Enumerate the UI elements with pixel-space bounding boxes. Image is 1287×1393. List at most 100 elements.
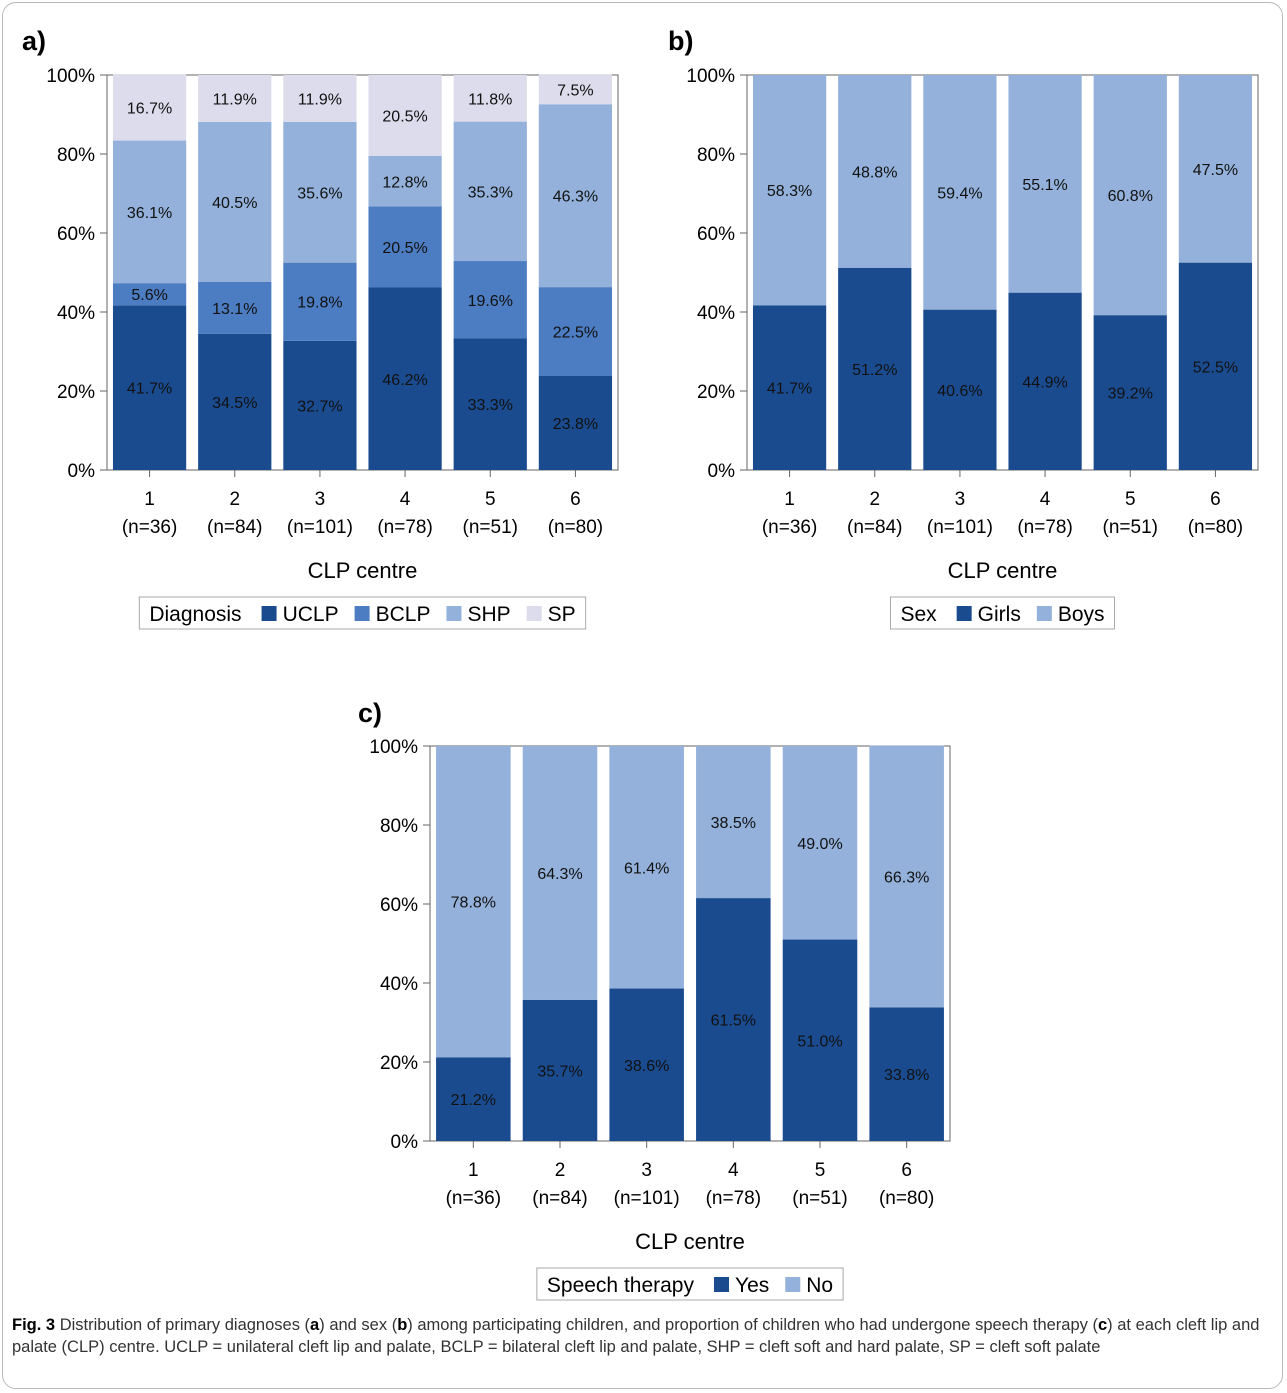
data-label: 22.5% <box>553 325 598 342</box>
bar-segment-shp <box>283 122 357 263</box>
x-tick-label: 2 <box>555 1160 566 1181</box>
x-tick-count: (n=51) <box>792 1188 847 1209</box>
x-tick-label: 3 <box>641 1160 652 1181</box>
x-tick-label: 5 <box>815 1160 826 1181</box>
plot-frame <box>106 74 619 471</box>
x-tick-label: 5 <box>485 489 496 510</box>
x-tick-label: 2 <box>869 489 880 510</box>
bar-segment-boys <box>838 75 912 268</box>
data-label: 19.8% <box>297 295 342 312</box>
data-label: 41.7% <box>767 381 812 398</box>
caption-text: Distribution of primary diagnoses (a) an… <box>12 1316 1260 1356</box>
bar-segment-uclp <box>368 287 442 470</box>
bar-segment-bclp <box>453 261 527 339</box>
x-tick-count: (n=36) <box>122 517 177 538</box>
y-tick-label: 20% <box>57 382 95 403</box>
x-tick-count: (n=80) <box>548 517 603 538</box>
bar-segment-yes <box>436 1057 511 1141</box>
data-label: 11.8% <box>468 91 512 108</box>
y-tick-label: 20% <box>697 382 735 403</box>
data-label: 34.5% <box>212 395 257 412</box>
bar-segment-boys <box>1093 75 1167 316</box>
bar-segment-bclp <box>538 287 613 376</box>
data-label: 51.0% <box>797 1033 842 1050</box>
data-label: 38.6% <box>624 1058 669 1075</box>
y-tick-label: 0% <box>391 1132 419 1153</box>
bar-segment-no <box>869 745 944 1008</box>
data-label: 40.6% <box>937 383 982 400</box>
bar-segment-girls <box>923 309 997 470</box>
data-label: 13.1% <box>212 301 257 318</box>
y-tick-label: 60% <box>57 224 95 245</box>
bar-segment-yes <box>609 988 684 1141</box>
data-label: 16.7% <box>127 101 172 118</box>
data-label: 55.1% <box>1022 177 1067 194</box>
x-tick-label: 3 <box>315 489 326 510</box>
bar-segment-shp <box>453 121 527 262</box>
bar-segment-girls <box>752 305 827 470</box>
legend-swatch <box>956 606 972 621</box>
x-tick-count: (n=80) <box>879 1188 934 1209</box>
data-label: 12.8% <box>382 174 427 191</box>
legend-swatch <box>526 606 542 621</box>
plot-frame <box>429 745 951 1142</box>
legend-swatch <box>354 606 370 621</box>
legend-swatch <box>785 1277 801 1292</box>
bar-segment-yes <box>869 1007 944 1141</box>
legend-swatch <box>713 1277 729 1292</box>
legend-title: Sex <box>900 603 937 626</box>
legend: Speech therapy Yes No <box>536 1267 844 1301</box>
legend-swatch <box>261 606 277 621</box>
bar-segment-bclp <box>198 281 272 334</box>
y-tick-label: 40% <box>697 303 735 324</box>
x-tick-label: 1 <box>784 489 795 510</box>
data-label: 19.6% <box>468 293 513 310</box>
y-tick-label: 60% <box>697 224 735 245</box>
bar-segment-sp <box>112 74 187 141</box>
bar-segment-sp <box>283 75 357 123</box>
x-tick-count: (n=101) <box>927 517 993 538</box>
chart-panel-c: c) 0% 20% 40% 60% 80% 100% 21.2% 78.8% 1 (n=36) 35.… <box>358 698 951 1301</box>
bar-segment-yes <box>522 999 598 1141</box>
bar-segment-no <box>609 746 684 989</box>
bar-segment-girls <box>1093 315 1167 470</box>
bar-segment-no <box>696 746 771 899</box>
x-tick-count: (n=36) <box>446 1188 501 1209</box>
x-tick-count: (n=36) <box>762 517 817 538</box>
x-tick-count: (n=101) <box>614 1188 680 1209</box>
data-label: 33.3% <box>468 397 513 414</box>
plot-frame <box>746 74 1259 471</box>
panel-label: a) <box>22 26 46 56</box>
bar-segment-yes <box>696 898 771 1141</box>
x-axis-label: CLP centre <box>308 558 418 583</box>
x-tick-label: 1 <box>144 489 155 510</box>
legend-title: Speech therapy <box>547 1274 695 1297</box>
x-tick-count: (n=84) <box>847 517 902 538</box>
data-label: 5.6% <box>131 287 167 304</box>
x-tick-count: (n=84) <box>532 1188 587 1209</box>
data-label: 32.7% <box>297 398 342 415</box>
bar-segment-girls <box>1008 292 1082 470</box>
data-label: 44.9% <box>1022 374 1067 391</box>
legend-entry: SHP <box>467 603 510 626</box>
data-label: 64.3% <box>537 866 582 883</box>
bar-segment-yes <box>782 939 858 1141</box>
x-tick-count: (n=101) <box>287 517 353 538</box>
legend-entry: Girls <box>978 603 1021 626</box>
data-label: 35.7% <box>537 1063 582 1080</box>
legend-entry: Yes <box>735 1274 769 1297</box>
x-tick-label: 2 <box>229 489 240 510</box>
x-tick-label: 1 <box>468 1160 479 1181</box>
data-label: 39.2% <box>1108 386 1153 403</box>
bar-segment-no <box>436 746 511 1058</box>
x-tick-label: 6 <box>1210 489 1221 510</box>
panel-label: b) <box>668 26 693 56</box>
bar-segment-sp <box>198 75 272 123</box>
data-label: 21.2% <box>451 1092 496 1109</box>
bar-segment-sp <box>368 75 442 156</box>
legend-entry: SP <box>548 603 576 626</box>
bar-segment-bclp <box>368 206 442 288</box>
data-label: 48.8% <box>852 164 897 181</box>
chart-panel-a: a) 0% 20% 40% 60% 80% 100% 41.7% 5.6% 36.1% 16.7% 1… <box>22 26 619 630</box>
data-label: 52.5% <box>1193 359 1238 376</box>
